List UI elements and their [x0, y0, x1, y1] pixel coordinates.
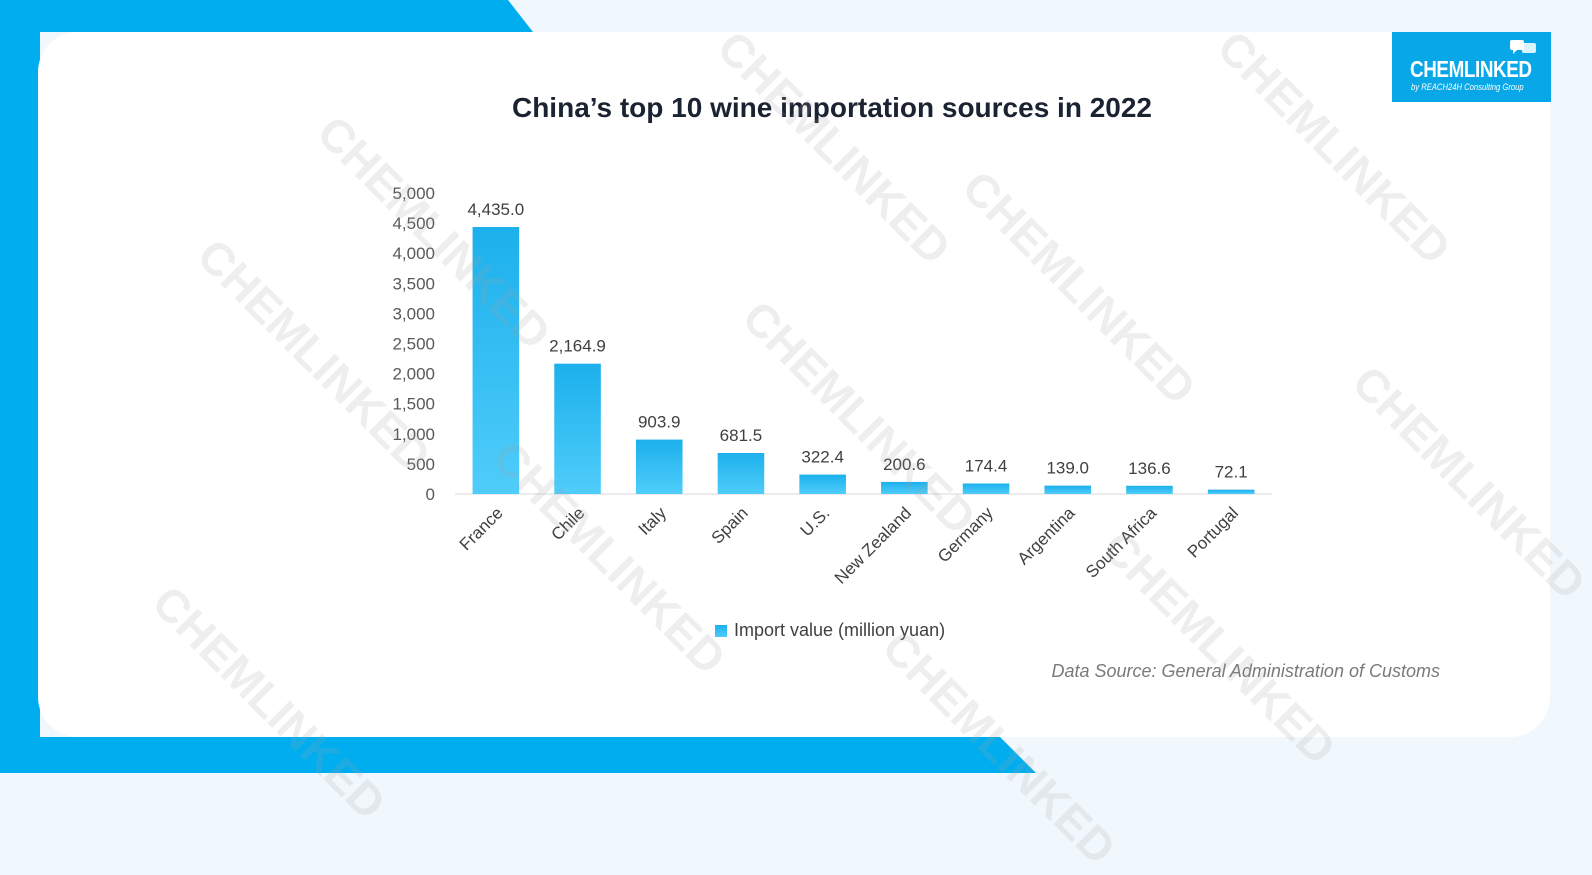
y-tick-label: 4,000	[392, 244, 435, 263]
y-tick-label: 1,500	[392, 395, 435, 414]
y-axis-ticks: 0 500 1,000 1,500 2,000 2,500 3,000 3,500 4,000 4…	[392, 184, 435, 504]
bar-chart: 0 500 1,000 1,500 2,000 2,500 3,000 3,500 4,000 4…	[392, 184, 1272, 588]
value-labels: 4,435.0 2,164.9 903.9 681.5 322.4 200.6 174.4 1…	[467, 200, 1247, 482]
bar	[554, 363, 601, 494]
bar-value-label: 200.6	[883, 455, 926, 474]
bar	[962, 483, 1010, 494]
y-tick-label: 2,500	[392, 335, 435, 354]
y-tick-label: 500	[407, 455, 435, 474]
bar-value-label: 174.4	[965, 457, 1008, 476]
bar-value-label: 322.4	[801, 448, 844, 467]
x-tick-label: South Africa	[1082, 503, 1161, 582]
bar	[799, 474, 846, 494]
y-tick-label: 3,500	[392, 274, 435, 293]
legend-label: Import value (million yuan)	[734, 620, 946, 640]
chart-title: China’s top 10 wine importation sources …	[511, 92, 1152, 123]
bar-value-label: 4,435.0	[467, 200, 524, 219]
chart-card	[38, 32, 1550, 737]
bar	[1044, 485, 1092, 494]
x-tick-label: Argentina	[1014, 503, 1079, 568]
bar-value-label: 681.5	[720, 426, 763, 445]
logo-wordmark: CHEMLINKED	[1410, 56, 1532, 82]
y-tick-label: 1,000	[392, 425, 435, 444]
legend: Import value (million yuan)	[715, 620, 945, 641]
y-tick-label: 0	[426, 485, 435, 504]
y-tick-label: 4,500	[392, 214, 435, 233]
bar-value-label: 136.6	[1128, 459, 1171, 478]
x-tick-label: France	[456, 503, 507, 554]
bar	[472, 227, 520, 494]
bar-value-label: 2,164.9	[549, 337, 606, 356]
bar	[635, 439, 683, 494]
logo-subtitle: by REACH24H Consulting Group	[1411, 82, 1524, 92]
background-top-band	[0, 0, 533, 773]
x-tick-label: Germany	[934, 503, 997, 566]
bar	[1126, 485, 1173, 494]
x-tick-label: Chile	[548, 503, 589, 544]
x-tick-label: Italy	[635, 503, 671, 539]
y-tick-label: 3,000	[392, 304, 435, 323]
x-tick-label: Portugal	[1184, 503, 1242, 561]
x-axis-labels: France Chile Italy Spain U.S.New Zealand Germ…	[456, 503, 1242, 588]
x-tick-label: New Zealand	[831, 503, 915, 587]
bars	[472, 227, 1255, 494]
brand-logo: CHEMLINKED by REACH24H Consulting Group	[1392, 32, 1551, 102]
bar	[717, 452, 765, 494]
bar	[881, 481, 928, 494]
y-tick-label: 5,000	[392, 184, 435, 203]
chat-bubble-icon	[1510, 40, 1536, 54]
background-bottom-band	[0, 737, 1036, 773]
y-tick-label: 2,000	[392, 365, 435, 384]
x-tick-label: Spain	[708, 503, 752, 547]
bar-value-label: 903.9	[638, 413, 681, 432]
bar	[1207, 489, 1255, 494]
data-source-note: Data Source: General Administration of C…	[1051, 661, 1440, 681]
x-tick-label: U.S.	[797, 503, 834, 540]
bar-value-label: 139.0	[1046, 459, 1089, 478]
legend-swatch	[715, 624, 727, 637]
bar-value-label: 72.1	[1215, 463, 1248, 482]
